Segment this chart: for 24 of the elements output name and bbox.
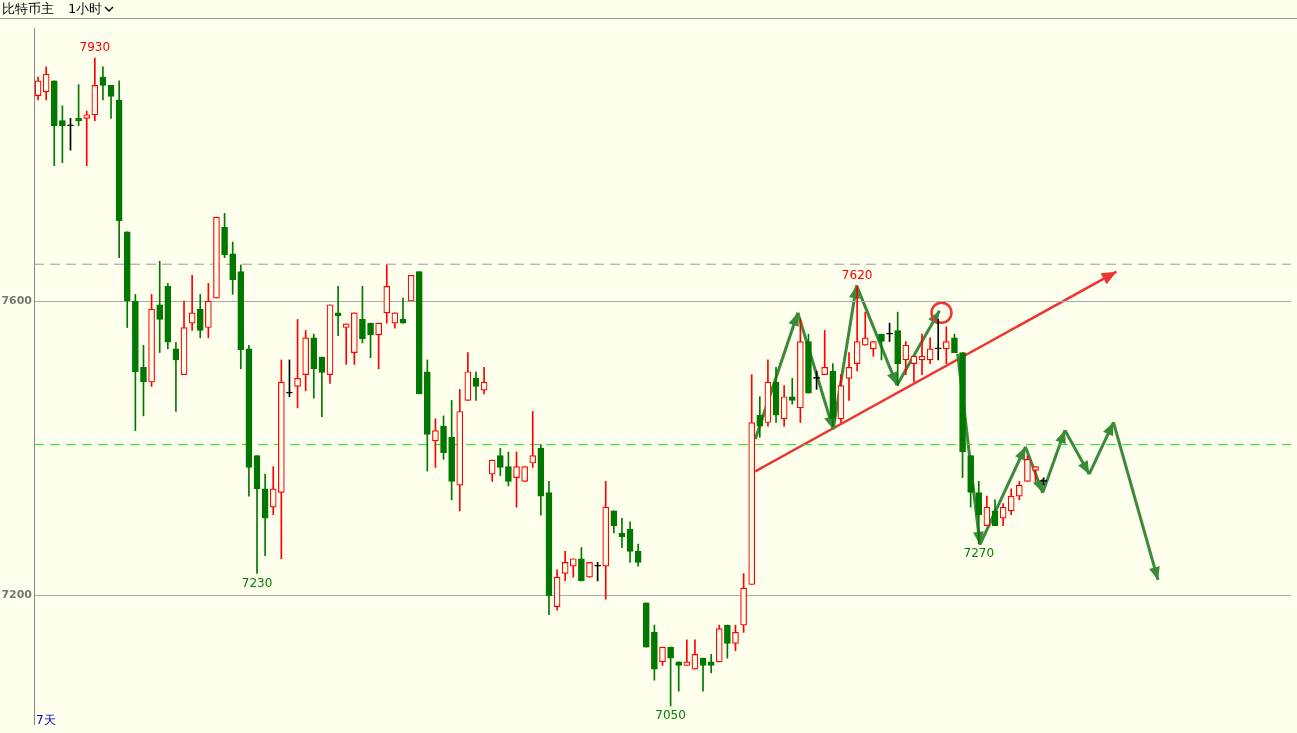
annotation: 7230 <box>241 575 273 590</box>
candlestick <box>788 378 796 405</box>
y-tick-label: 7600 <box>1 293 33 307</box>
annotation: 7620 <box>841 268 873 283</box>
candlestick <box>618 517 626 549</box>
annotation: 7930 <box>79 40 111 55</box>
candlestick <box>83 110 91 166</box>
candlestick <box>934 319 942 361</box>
chart-subtitle: 1小时 <box>68 0 103 18</box>
chart-title: 比特币主 <box>2 0 54 18</box>
candlestick <box>821 330 829 375</box>
candlestick <box>172 341 180 412</box>
annotation: 7270 <box>963 546 995 561</box>
candlestick <box>342 323 350 365</box>
candlestick <box>675 661 683 692</box>
y-tick-label: 7200 <box>1 588 33 602</box>
candlestick <box>918 333 926 375</box>
candlestick <box>845 352 853 401</box>
candlestick <box>699 657 707 692</box>
annotation: 7天 <box>36 712 56 729</box>
candlestick <box>156 260 164 353</box>
candlestick <box>399 297 407 324</box>
candlestick <box>683 639 691 666</box>
annotation: 7050 <box>655 708 686 723</box>
